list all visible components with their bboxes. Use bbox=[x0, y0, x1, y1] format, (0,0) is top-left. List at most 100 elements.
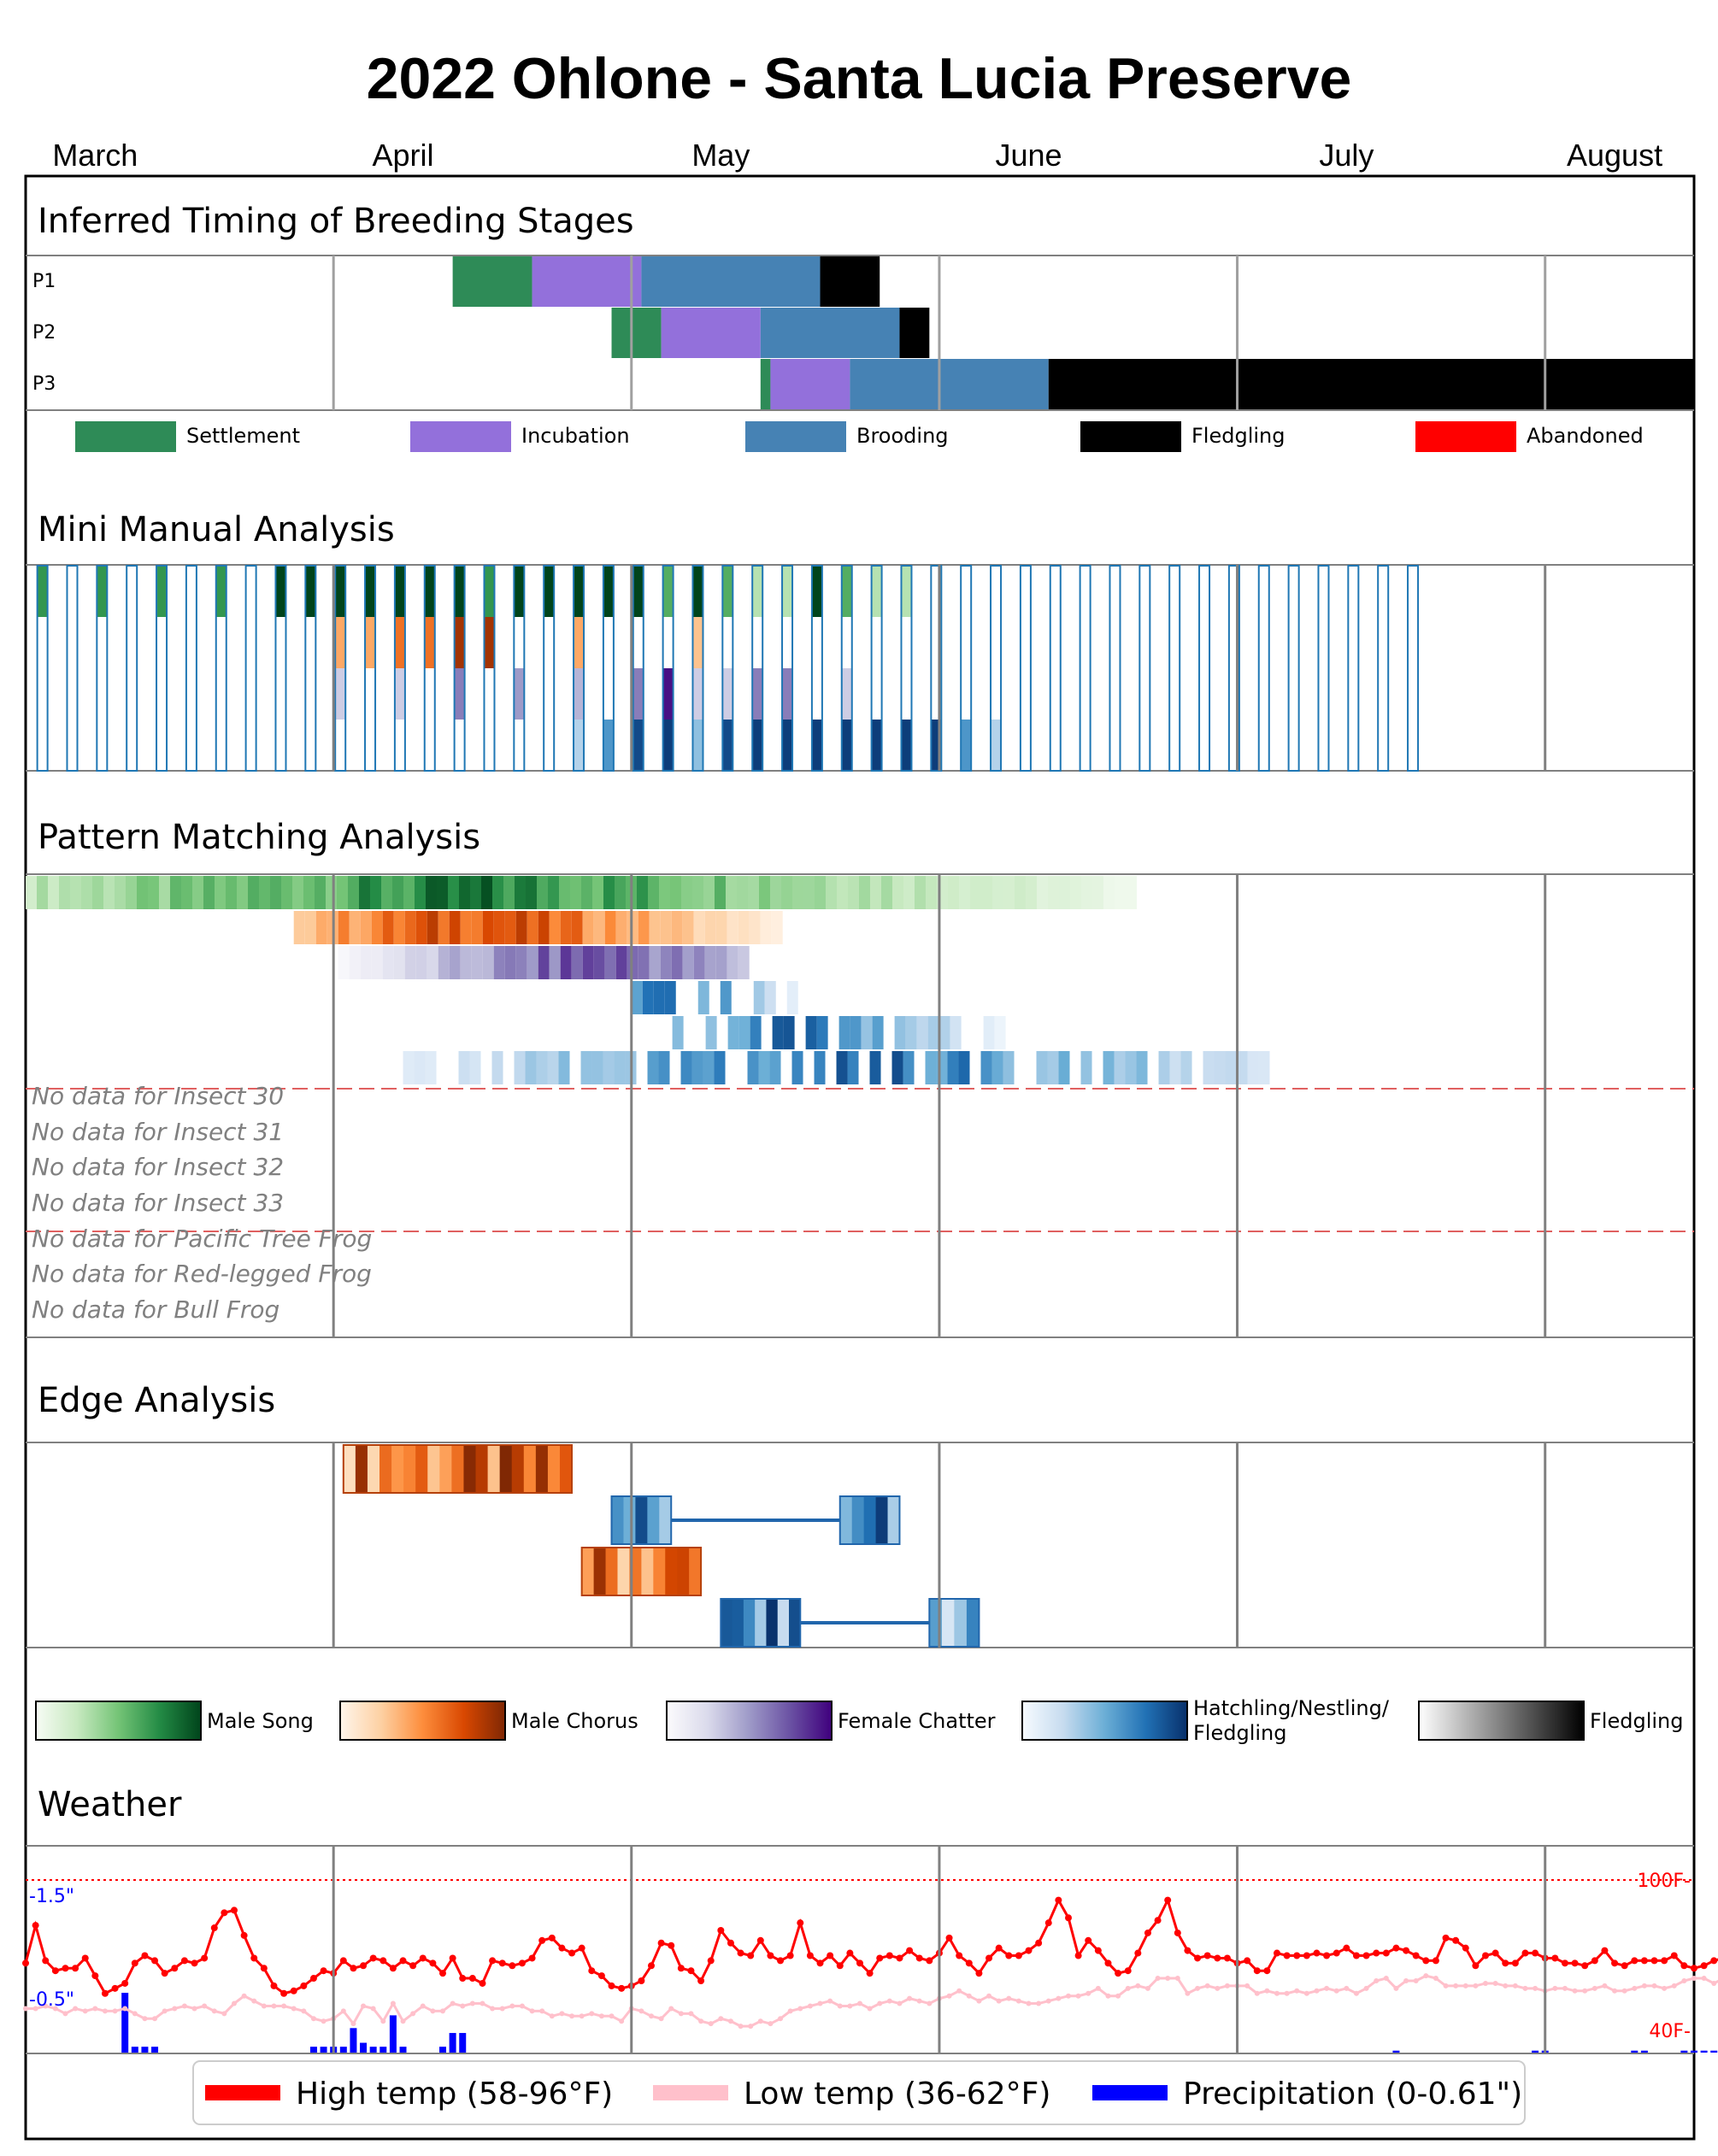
mini-cell bbox=[632, 566, 644, 617]
pattern-cell bbox=[482, 946, 494, 979]
precip-bar bbox=[121, 1993, 129, 2053]
mini-cell bbox=[871, 617, 882, 668]
legend-swatch bbox=[1080, 421, 1181, 452]
edge-cell bbox=[941, 1599, 955, 1647]
pattern-cell bbox=[415, 946, 427, 979]
high-temp-point bbox=[1661, 1957, 1668, 1965]
mini-cell bbox=[514, 617, 525, 668]
high-temp-point bbox=[1343, 1944, 1350, 1952]
high-temp-point bbox=[657, 1939, 665, 1947]
pattern-cell bbox=[691, 1051, 703, 1084]
edge-cell bbox=[391, 1445, 404, 1493]
edge-cell bbox=[367, 1445, 380, 1493]
pattern-cell bbox=[560, 946, 572, 979]
month-label: April bbox=[373, 138, 434, 173]
pattern-cell bbox=[970, 876, 981, 909]
mini-cell bbox=[97, 566, 108, 617]
precip-bar bbox=[389, 2015, 397, 2053]
low-temp-point bbox=[1294, 1988, 1300, 1994]
pattern-cell bbox=[749, 911, 761, 944]
low-temp-point bbox=[946, 1993, 952, 1999]
mini-cell bbox=[1408, 720, 1419, 771]
high-temp-point bbox=[876, 1954, 884, 1962]
high-temp-point bbox=[856, 1959, 863, 1967]
high-temp-point bbox=[1263, 1967, 1271, 1975]
colorbar bbox=[1021, 1701, 1188, 1741]
low-temp-point bbox=[1671, 1983, 1677, 1989]
month-label: July bbox=[1319, 138, 1374, 173]
edge-cell bbox=[887, 1496, 900, 1544]
low-temp-point bbox=[1473, 1983, 1479, 1989]
mini-cell bbox=[335, 566, 346, 617]
high-temp-point bbox=[1640, 1957, 1648, 1965]
mini-cell bbox=[991, 617, 1002, 668]
pattern-cell bbox=[504, 911, 516, 944]
mini-cell bbox=[1288, 566, 1299, 617]
no-data-label: No data for Bull Frog bbox=[32, 1295, 279, 1324]
high-temp-point bbox=[22, 1959, 29, 1967]
mini-cell bbox=[1348, 566, 1359, 617]
pattern-cell bbox=[560, 911, 572, 944]
pattern-cell bbox=[48, 876, 59, 909]
high-temp-point bbox=[797, 1919, 804, 1927]
mini-cell bbox=[454, 668, 465, 720]
low-temp-point bbox=[1115, 1993, 1121, 1999]
edge-cell bbox=[415, 1445, 428, 1493]
mini-cell bbox=[1348, 720, 1359, 771]
mini-cell bbox=[156, 720, 168, 771]
low-temp-point bbox=[1036, 2000, 1042, 2006]
low-temp-point bbox=[1215, 1985, 1221, 1991]
precip-bar bbox=[379, 2047, 387, 2053]
pattern-cell bbox=[1158, 1051, 1170, 1084]
pattern-cell bbox=[925, 1051, 937, 1084]
mini-cell bbox=[1348, 617, 1359, 668]
pattern-cell bbox=[1126, 876, 1137, 909]
precip-bar bbox=[1631, 2050, 1639, 2053]
high-temp-point bbox=[191, 1959, 198, 1967]
high-temp-point bbox=[707, 1957, 715, 1965]
pattern-cell bbox=[203, 876, 215, 909]
pattern-cell bbox=[772, 1016, 784, 1049]
pattern-cell bbox=[660, 946, 672, 979]
pattern-cell bbox=[703, 876, 715, 909]
high-temp-point bbox=[1472, 1962, 1480, 1970]
mini-cell bbox=[97, 668, 108, 720]
mini-cell bbox=[126, 566, 138, 617]
mini-cell bbox=[424, 566, 435, 617]
pattern-cell bbox=[1015, 876, 1026, 909]
mini-cell bbox=[394, 720, 405, 771]
high-temp-point bbox=[280, 1989, 288, 1997]
low-temp-point bbox=[232, 2000, 237, 2006]
pattern-cell bbox=[415, 876, 426, 909]
pattern-cell bbox=[491, 1051, 503, 1084]
pattern-cell bbox=[927, 1016, 939, 1049]
pattern-cell bbox=[470, 876, 481, 909]
pattern-cell bbox=[493, 911, 505, 944]
mini-cell bbox=[574, 566, 585, 617]
high-temp-point bbox=[1611, 1959, 1619, 1967]
high-temp-point bbox=[1313, 1949, 1321, 1957]
high-temp-point bbox=[1403, 1947, 1410, 1954]
mini-cell bbox=[454, 720, 465, 771]
edge-cell bbox=[451, 1445, 464, 1493]
pattern-cell bbox=[192, 876, 203, 909]
edge-cell bbox=[403, 1445, 416, 1493]
mini-cell bbox=[811, 566, 822, 617]
pattern-cell bbox=[381, 876, 392, 909]
high-temp-point bbox=[1382, 1949, 1390, 1957]
pattern-cell bbox=[1203, 1051, 1215, 1084]
low-temp-point bbox=[529, 2008, 535, 2014]
high-temp-point bbox=[300, 1982, 308, 1989]
pattern-cell bbox=[581, 876, 592, 909]
pattern-panel bbox=[26, 873, 1694, 1338]
pattern-cell bbox=[950, 1016, 962, 1049]
low-temp-point bbox=[430, 2008, 436, 2014]
mini-cell bbox=[662, 668, 674, 720]
pattern-cell bbox=[1036, 1051, 1048, 1084]
mini-cell bbox=[722, 617, 733, 668]
pattern-cell bbox=[680, 1051, 692, 1084]
mini-cell bbox=[37, 668, 48, 720]
precip-bar bbox=[1680, 2050, 1688, 2053]
mini-cell bbox=[245, 566, 256, 617]
high-temp-point bbox=[885, 1952, 893, 1959]
